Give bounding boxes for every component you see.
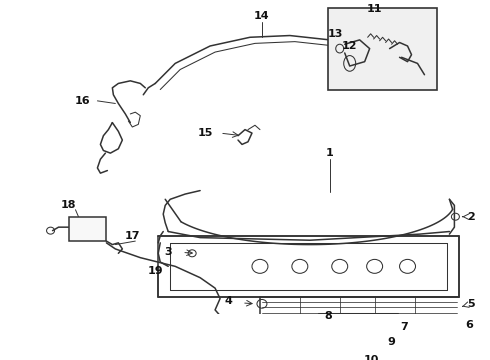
Text: 13: 13 xyxy=(328,29,343,39)
Text: 17: 17 xyxy=(124,231,140,241)
Text: 19: 19 xyxy=(147,266,163,276)
Text: 8: 8 xyxy=(324,311,332,321)
Text: 5: 5 xyxy=(467,299,475,309)
Bar xyxy=(69,217,106,241)
Text: 1: 1 xyxy=(326,148,334,158)
Bar xyxy=(318,312,397,360)
Text: 4: 4 xyxy=(224,296,232,306)
Bar xyxy=(328,8,438,90)
Text: 7: 7 xyxy=(401,322,409,332)
Text: 2: 2 xyxy=(467,212,475,222)
Text: 11: 11 xyxy=(367,4,382,14)
Text: 10: 10 xyxy=(364,355,379,360)
Text: 18: 18 xyxy=(61,201,76,210)
Text: 3: 3 xyxy=(165,247,172,257)
Text: 6: 6 xyxy=(466,320,473,330)
Text: 14: 14 xyxy=(254,12,270,21)
Text: 12: 12 xyxy=(342,41,357,51)
Text: 15: 15 xyxy=(197,128,213,138)
Text: 16: 16 xyxy=(74,96,90,106)
Text: 9: 9 xyxy=(388,337,395,347)
